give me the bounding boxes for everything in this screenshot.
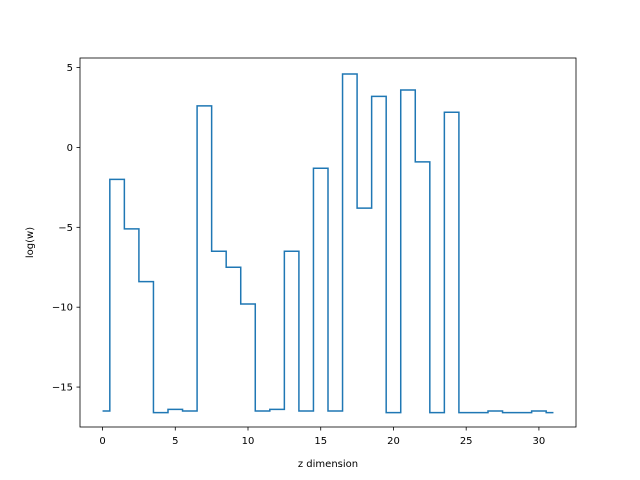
y-tick-label: −15 [52,383,73,394]
y-tick-label: −5 [58,223,73,234]
y-axis-ticks: −15 −10 −5 0 5 [52,63,80,394]
plot-frame [79,57,577,428]
x-tick-label: 0 [99,436,105,447]
x-tick-label: 15 [314,436,327,447]
x-axis-ticks: 0 5 10 15 20 25 30 [99,427,545,447]
y-axis-label: log(w) [25,227,36,258]
series-line [102,73,554,414]
x-tick-label: 5 [172,436,178,447]
x-axis-label: z dimension [298,459,358,470]
x-tick-label: 20 [387,436,400,447]
y-tick-label: 5 [67,63,73,74]
y-tick-label: −10 [52,303,73,314]
x-tick-label: 25 [460,436,473,447]
series-layer [102,73,554,414]
y-tick-label: 0 [67,143,73,154]
x-tick-label: 10 [242,436,255,447]
x-tick-label: 30 [533,436,546,447]
